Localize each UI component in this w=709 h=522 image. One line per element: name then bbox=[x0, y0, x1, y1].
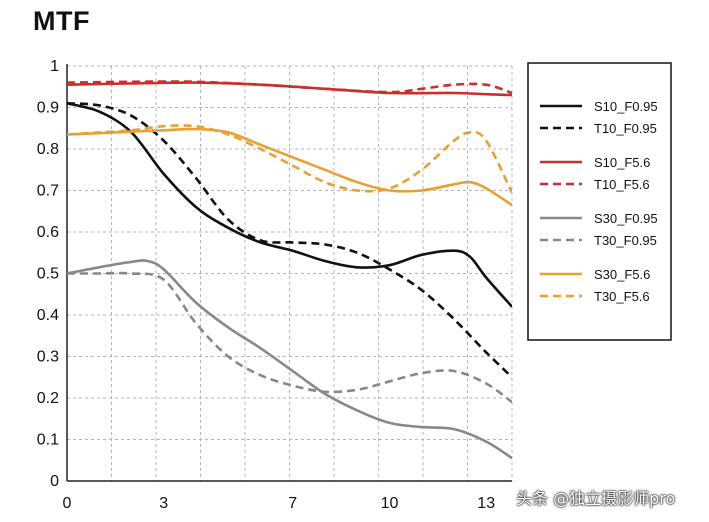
y-tick-label: 0.5 bbox=[37, 266, 59, 283]
watermark-text: 头条 @独立摄影师pro bbox=[516, 489, 676, 508]
series-line-t10-f5-6 bbox=[67, 80, 512, 95]
series-line-s10-f5-6 bbox=[67, 81, 512, 97]
y-tick-label: 0.4 bbox=[37, 307, 59, 324]
legend-label: S30_F5.6 bbox=[594, 267, 650, 282]
grid-layer bbox=[67, 65, 513, 481]
series-line-t30-f5-6 bbox=[67, 124, 512, 194]
series-line-s10-f0-95 bbox=[67, 102, 512, 308]
x-tick-label: 10 bbox=[381, 495, 399, 512]
x-tick-label: 0 bbox=[63, 495, 72, 512]
legend: S10_F0.95 T10_F0.95 S10_F5.6 T10_F5.6 S30_F0… bbox=[527, 62, 672, 341]
legend-label: S30_F0.95 bbox=[594, 211, 658, 226]
y-tick-label: 0.1 bbox=[37, 432, 59, 449]
legend-label: T30_F5.6 bbox=[594, 289, 650, 304]
legend-label: T10_F0.95 bbox=[594, 121, 657, 136]
y-tick-label: 0.9 bbox=[37, 100, 59, 117]
x-tick-label: 13 bbox=[477, 495, 495, 512]
series-line-s30-f0-95 bbox=[67, 259, 512, 460]
series-line-s30-f5-6 bbox=[67, 127, 512, 207]
y-tick-label: 0.2 bbox=[37, 390, 59, 407]
x-tick-label: 7 bbox=[288, 495, 297, 512]
chart-title: MTF bbox=[33, 6, 90, 36]
y-tick-label: 1 bbox=[50, 58, 59, 75]
y-tick-label: 0.7 bbox=[37, 183, 59, 200]
legend-label: T30_F0.95 bbox=[594, 233, 657, 248]
x-tick-label: 3 bbox=[159, 495, 168, 512]
tick-labels: 00.10.20.30.40.50.60.70.80.910 3 7 10 13 bbox=[37, 58, 495, 512]
legend-label: T10_F5.6 bbox=[594, 177, 650, 192]
y-tick-label: 0.3 bbox=[37, 349, 59, 366]
y-tick-label: 0 bbox=[50, 473, 59, 490]
legend-label: S10_F0.95 bbox=[594, 99, 658, 114]
y-tick-label: 0.8 bbox=[37, 141, 59, 158]
legend-label: S10_F5.6 bbox=[594, 155, 650, 170]
series-line-t10-f0-95 bbox=[67, 102, 512, 379]
y-tick-label: 0.6 bbox=[37, 224, 59, 241]
series-layer bbox=[67, 80, 512, 460]
legend-box bbox=[527, 62, 672, 341]
